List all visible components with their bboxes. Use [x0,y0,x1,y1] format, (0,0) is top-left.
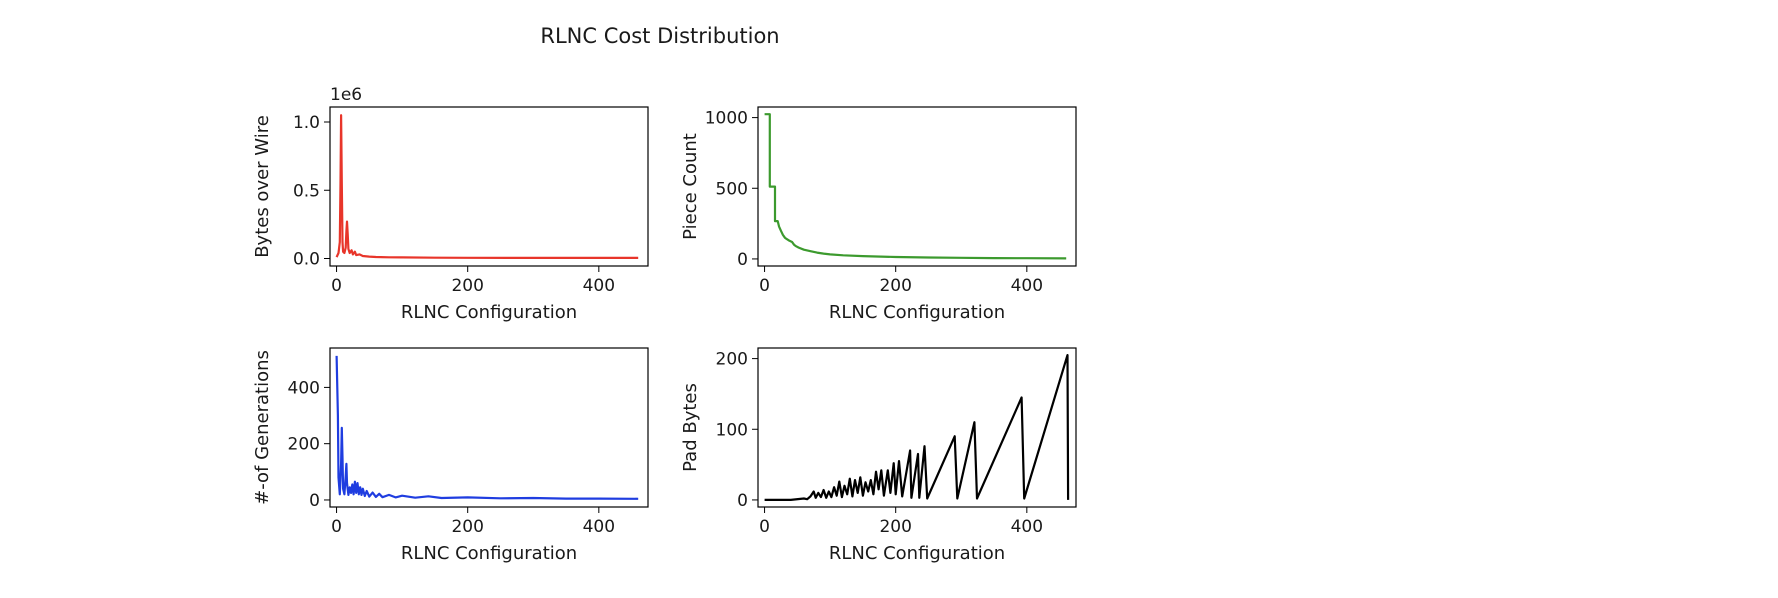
bytes-y-tick-label: 0.5 [293,181,320,201]
generations-y-tick-label: 400 [288,378,320,398]
pieces-axes-frame [757,106,1077,267]
bytes-x-tick-label: 200 [451,276,483,296]
subplot-pad: 0 200 400 0 100 200 RLNC Configuration Pad Byte… [680,347,1077,564]
figure-title: RLNC Cost Distribution [540,24,779,48]
bytes-y-tick-label: 0.0 [293,249,320,269]
generations-y-tick-label: 200 [288,435,320,455]
generations-series-line [335,355,639,500]
pieces-x-tick-label: 400 [1011,276,1043,296]
pad-y-tick-label: 200 [716,350,748,370]
pad-axes-frame [757,347,1077,508]
generations-x-tick-label: 400 [583,517,615,537]
pieces-series-line [764,113,1067,260]
pieces-y-tick-label: 1000 [705,109,748,129]
bytes-x-tick-label: 0 [331,276,342,296]
pad-x-tick-label: 200 [879,517,911,537]
generations-x-tick-label: 0 [331,517,342,537]
bytes-axes-frame [329,106,649,267]
pad-y-tick-label: 100 [716,420,748,440]
pieces-x-tick-label: 200 [879,276,911,296]
bytes-series-line [335,114,639,259]
bytes-x-tick-label: 400 [583,276,615,296]
generations-y-axis-label: #-of Generations [252,350,273,505]
pieces-x-tick-label: 0 [759,276,770,296]
bytes-offset-label: 1e6 [330,85,362,105]
subplot-bytes: 0 200 400 0.0 0.5 1.0 RLNC Configuration Bytes … [252,85,649,323]
pad-series-line [764,354,1070,501]
subplot-pieces: 0 200 400 0 500 1000 RLNC Configuration Piece C… [680,106,1077,323]
pad-x-tick-label: 400 [1011,517,1043,537]
pad-x-axis-label: RLNC Configuration [829,543,1005,564]
pieces-y-tick-label: 0 [737,250,748,270]
pieces-y-tick-label: 500 [716,179,748,199]
pad-y-tick-label: 0 [737,491,748,511]
generations-x-axis-label: RLNC Configuration [401,543,577,564]
pieces-x-axis-label: RLNC Configuration [829,302,1005,323]
pad-y-axis-label: Pad Bytes [680,383,701,472]
generations-x-tick-label: 200 [451,517,483,537]
bytes-y-axis-label: Bytes over Wire [252,115,273,258]
bytes-x-axis-label: RLNC Configuration [401,302,577,323]
pieces-y-axis-label: Piece Count [680,133,701,240]
pad-x-tick-label: 0 [759,517,770,537]
generations-axes-frame [329,347,649,508]
subplot-generations: 0 200 400 0 200 400 RLNC Configuration #-of Gen… [252,347,649,564]
generations-y-tick-label: 0 [309,491,320,511]
bytes-y-tick-label: 1.0 [293,113,320,133]
